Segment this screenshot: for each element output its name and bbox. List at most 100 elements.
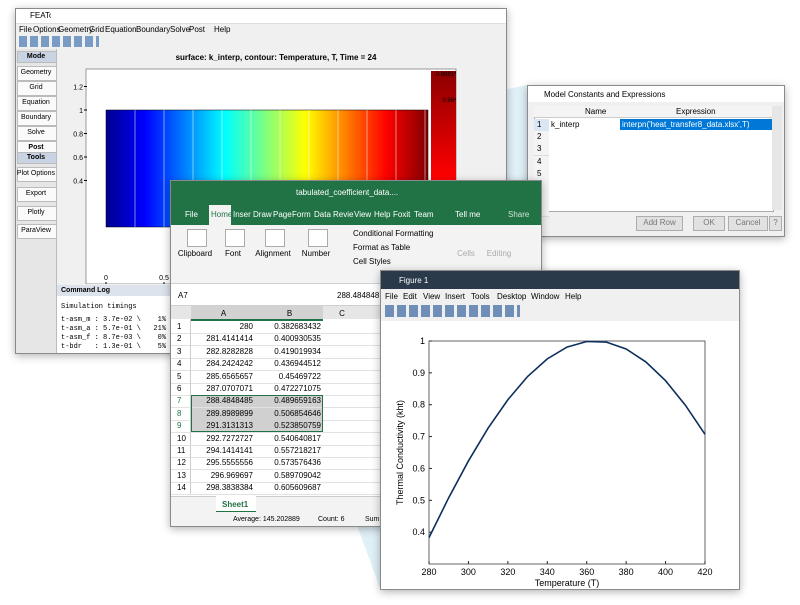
button-label[interactable]: Cancel (735, 218, 761, 227)
sidebar-label[interactable]: Post (28, 144, 44, 151)
ribbon-tab[interactable]: Form (292, 210, 311, 219)
ribbon-tab[interactable]: Data (314, 210, 331, 219)
sidebar-button[interactable] (17, 126, 57, 141)
share[interactable]: Share (508, 210, 530, 219)
cell[interactable]: 0.573576436 (274, 458, 321, 468)
ribbon-group[interactable]: Cells (457, 249, 475, 258)
cell[interactable]: 0.506854646 (274, 408, 321, 418)
cell[interactable]: 288.4848485 (206, 396, 253, 406)
menu-item[interactable]: File (19, 25, 32, 34)
ribbon-icon[interactable] (265, 229, 285, 247)
menu-item[interactable]: Solve (170, 25, 191, 34)
ribbon-tab[interactable]: Draw (253, 210, 272, 219)
sidebar-button[interactable] (17, 206, 57, 221)
sidebar-label[interactable]: ParaView (21, 227, 51, 234)
cell[interactable]: 296.969697 (210, 470, 253, 480)
button-label[interactable]: OK (703, 218, 715, 227)
ribbon-tab[interactable]: Help (374, 210, 391, 219)
menu-item[interactable]: File (385, 292, 398, 301)
sheet-name[interactable]: Sheet1 (222, 500, 249, 509)
ribbon-icon[interactable] (225, 229, 245, 247)
sidebar-label[interactable]: Geometry (20, 69, 52, 76)
sidebar-button[interactable] (17, 111, 57, 126)
sidebar-label[interactable]: Solve (27, 129, 45, 136)
sidebar-button[interactable] (17, 187, 57, 202)
ribbon-tab[interactable]: Team (414, 210, 434, 219)
menu-item[interactable]: Post (189, 25, 206, 34)
cell[interactable]: 281.4141414 (206, 334, 253, 344)
cell[interactable]: 282.8282828 (206, 346, 253, 356)
menu-item[interactable]: Equation (105, 25, 137, 34)
ribbon-tab[interactable]: Page (273, 210, 292, 219)
cell[interactable]: 0.436944512 (274, 359, 321, 369)
constant-expression[interactable]: interpn('heat_transfer8_data.xlsx',T) (622, 120, 750, 129)
menu-item[interactable]: View (423, 292, 441, 301)
menu-item[interactable]: Window (531, 292, 560, 301)
formula[interactable]: 288.484848 (337, 291, 380, 300)
sidebar-button[interactable] (17, 66, 57, 81)
cell[interactable]: 0.45469722 (278, 371, 321, 381)
ribbon-tab[interactable]: Inser (233, 210, 251, 219)
sidebar-button[interactable] (17, 224, 57, 239)
button-label[interactable]: ? (773, 218, 778, 227)
cell[interactable]: 0.589709042 (274, 470, 321, 480)
button[interactable] (728, 216, 768, 231)
ribbon-group[interactable]: Alignment (255, 249, 291, 258)
menu-item[interactable]: Geometry (58, 25, 94, 34)
ribbon-tab[interactable]: View (354, 210, 372, 219)
button[interactable] (693, 216, 725, 231)
cell[interactable]: 0.419019934 (274, 346, 321, 356)
sidebar-label[interactable]: Grid (29, 84, 43, 91)
cell[interactable]: 285.6565657 (206, 371, 253, 381)
ribbon-icon[interactable] (187, 229, 207, 247)
constant-name[interactable]: k_interp (551, 120, 580, 129)
cell[interactable]: 0.382683432 (274, 322, 321, 331)
style-command[interactable]: Format as Table (353, 243, 411, 252)
ribbon-group[interactable]: Editing (486, 249, 512, 258)
ribbon-icon[interactable] (308, 229, 328, 247)
button[interactable] (769, 216, 782, 231)
menu-item[interactable]: Boundary (136, 25, 171, 34)
menu-item[interactable]: Desktop (497, 292, 527, 301)
cell[interactable]: 0.540640817 (274, 433, 321, 443)
sidebar-label[interactable]: Export (25, 190, 47, 197)
style-command[interactable]: Conditional Formatting (353, 229, 434, 238)
sidebar-button[interactable] (17, 96, 57, 111)
sidebar-label[interactable]: Boundary (21, 114, 51, 121)
sidebar-label[interactable]: Plot Options (16, 170, 56, 177)
ribbon-tab[interactable]: Home (211, 210, 233, 219)
cell[interactable]: 0.400930535 (274, 334, 321, 344)
cell[interactable]: 284.2424242 (206, 359, 253, 369)
menu-item[interactable]: Grid (89, 25, 105, 34)
cell[interactable]: 292.7272727 (206, 433, 253, 443)
sidebar-label[interactable]: Plotly (27, 209, 45, 216)
ribbon-tab[interactable]: Foxit (393, 210, 411, 219)
cell[interactable]: 291.3131313 (206, 421, 253, 431)
ribbon-tab[interactable]: Revie (333, 210, 354, 219)
tell-me[interactable]: Tell me (455, 210, 481, 219)
name-box[interactable]: A7 (178, 291, 188, 300)
cell[interactable]: 287.0707071 (206, 384, 253, 393)
cell[interactable]: 0.605609687 (274, 483, 321, 493)
menu-item[interactable]: Insert (445, 292, 466, 301)
cell[interactable]: 0.557218217 (274, 446, 321, 455)
cell[interactable]: 280 (239, 322, 253, 331)
style-command[interactable]: Cell Styles (353, 257, 391, 266)
ribbon-group[interactable]: Number (301, 249, 331, 258)
ribbon-group[interactable]: Font (224, 249, 242, 258)
cell[interactable]: 0.523850759 (274, 421, 321, 431)
menu-item[interactable]: Help (565, 292, 582, 301)
ribbon-group[interactable]: Clipboard (177, 249, 213, 258)
cell[interactable]: 0.472271075 (274, 384, 321, 393)
cell[interactable]: 294.1414141 (206, 446, 253, 455)
cell[interactable]: 295.5555556 (206, 458, 253, 468)
sidebar-button[interactable] (17, 167, 57, 182)
cell[interactable]: 0.489659163 (274, 396, 321, 406)
button-label[interactable]: Add Row (643, 218, 676, 227)
cell[interactable]: 289.8989899 (206, 408, 253, 418)
menu-item[interactable]: Help (214, 25, 231, 34)
sidebar-label[interactable]: Equation (22, 99, 50, 106)
button[interactable] (636, 216, 683, 231)
menu-item[interactable]: Tools (471, 292, 490, 301)
menu-item[interactable]: Options (33, 25, 61, 34)
